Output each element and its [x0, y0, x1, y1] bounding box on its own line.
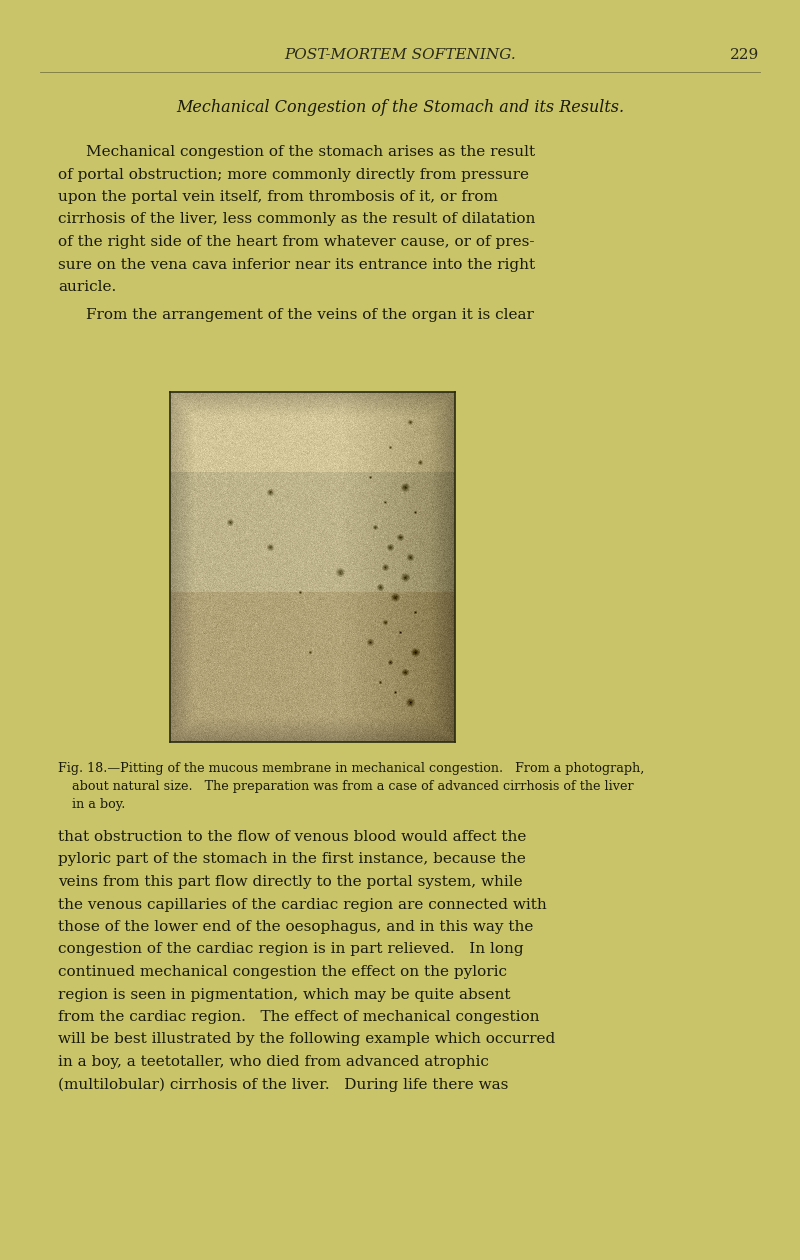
- Text: of the right side of the heart from whatever cause, or of pres-: of the right side of the heart from what…: [58, 236, 534, 249]
- Text: in a boy, a teetotaller, who died from advanced atrophic: in a boy, a teetotaller, who died from a…: [58, 1055, 489, 1068]
- Text: Mechanical Congestion of the Stomach and its Results.: Mechanical Congestion of the Stomach and…: [176, 98, 624, 116]
- Text: 229: 229: [730, 48, 759, 62]
- Text: upon the portal vein itself, from thrombosis of it, or from: upon the portal vein itself, from thromb…: [58, 190, 498, 204]
- Text: POST-MORTEM SOFTENING.: POST-MORTEM SOFTENING.: [284, 48, 516, 62]
- Text: will be best illustrated by the following example which occurred: will be best illustrated by the followin…: [58, 1032, 555, 1047]
- Text: auricle.: auricle.: [58, 280, 116, 294]
- Text: Fig. 18.—Pitting of the mucous membrane in mechanical congestion.   From a photo: Fig. 18.—Pitting of the mucous membrane …: [58, 762, 644, 775]
- Text: sure on the vena cava inferior near its entrance into the right: sure on the vena cava inferior near its …: [58, 257, 535, 271]
- Text: congestion of the cardiac region is in part relieved.   In long: congestion of the cardiac region is in p…: [58, 942, 524, 956]
- Text: the venous capillaries of the cardiac region are connected with: the venous capillaries of the cardiac re…: [58, 897, 546, 911]
- Text: of portal obstruction; more commonly directly from pressure: of portal obstruction; more commonly dir…: [58, 168, 529, 181]
- Text: cirrhosis of the liver, less commonly as the result of dilatation: cirrhosis of the liver, less commonly as…: [58, 213, 535, 227]
- Text: from the cardiac region.   The effect of mechanical congestion: from the cardiac region. The effect of m…: [58, 1011, 539, 1024]
- Text: in a boy.: in a boy.: [72, 798, 126, 811]
- Text: continued mechanical congestion the effect on the pyloric: continued mechanical congestion the effe…: [58, 965, 507, 979]
- Text: veins from this part flow directly to the portal system, while: veins from this part flow directly to th…: [58, 874, 522, 890]
- Text: those of the lower end of the oesophagus, and in this way the: those of the lower end of the oesophagus…: [58, 920, 534, 934]
- Text: that obstruction to the flow of venous blood would affect the: that obstruction to the flow of venous b…: [58, 830, 526, 844]
- Text: (multilobular) cirrhosis of the liver.   During life there was: (multilobular) cirrhosis of the liver. D…: [58, 1077, 508, 1092]
- Text: pyloric part of the stomach in the first instance, because the: pyloric part of the stomach in the first…: [58, 853, 526, 867]
- Text: Mechanical congestion of the stomach arises as the result: Mechanical congestion of the stomach ari…: [86, 145, 535, 159]
- Text: about natural size.   The preparation was from a case of advanced cirrhosis of t: about natural size. The preparation was …: [72, 780, 634, 793]
- Text: region is seen in pigmentation, which may be quite absent: region is seen in pigmentation, which ma…: [58, 988, 510, 1002]
- Text: From the arrangement of the veins of the organ it is clear: From the arrangement of the veins of the…: [86, 307, 534, 321]
